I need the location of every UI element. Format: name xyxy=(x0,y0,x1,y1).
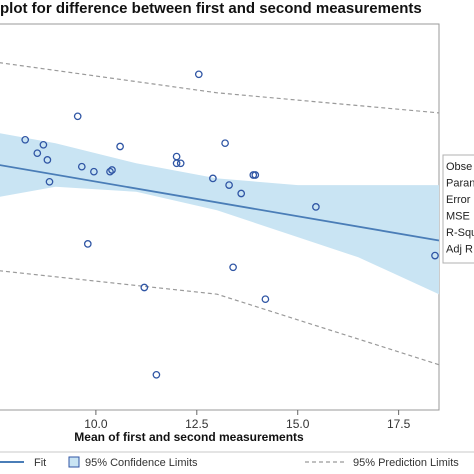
data-point xyxy=(116,142,124,151)
stats-label: Error xyxy=(446,194,471,206)
stats-label: Adj R xyxy=(446,244,473,256)
data-point xyxy=(251,171,260,179)
data-point xyxy=(152,370,161,379)
data-point xyxy=(172,159,181,168)
plot-area xyxy=(0,62,440,379)
data-point xyxy=(21,135,30,144)
data-point xyxy=(431,251,439,260)
x-tick-label: 17.5 xyxy=(387,417,411,431)
legend: Fit 95% Confidence Limits 95% Prediction L… xyxy=(0,456,459,469)
data-point xyxy=(73,112,82,121)
data-point xyxy=(225,181,233,189)
stats-box-frame xyxy=(442,154,474,264)
data-point xyxy=(194,70,203,79)
legend-confidence-label: 95% Confidence Limits xyxy=(85,457,198,469)
data-point xyxy=(39,140,48,149)
data-point xyxy=(106,167,114,176)
prediction-limit-upper xyxy=(0,62,440,114)
stats-label: Obse xyxy=(446,161,472,173)
x-tick-label: 15.0 xyxy=(286,417,310,431)
legend-confidence-swatch xyxy=(68,456,80,468)
x-tick-label: 10.0 xyxy=(84,417,108,431)
data-point xyxy=(229,263,237,272)
data-point xyxy=(221,139,229,148)
data-point xyxy=(43,156,52,164)
data-point xyxy=(140,283,149,292)
stats-label: R-Squ xyxy=(446,227,474,239)
fit-line xyxy=(0,164,440,242)
data-point xyxy=(209,174,217,183)
data-point xyxy=(45,177,54,186)
confidence-band xyxy=(0,133,439,295)
data-point xyxy=(176,159,185,168)
data-point xyxy=(312,203,320,211)
data-point xyxy=(90,167,98,176)
data-point xyxy=(237,189,246,198)
stats-label: MSE xyxy=(446,211,470,223)
data-point xyxy=(33,149,42,158)
legend-prediction-label: 95% Prediction Limits xyxy=(353,457,459,469)
data-point xyxy=(77,162,86,171)
prediction-limit-lower xyxy=(0,270,440,366)
data-point xyxy=(108,166,116,174)
x-axis: 10.0 12.5 15.0 17.5 xyxy=(84,410,411,431)
fit-statistics-box: Obse Paran Error MSE R-Squ Adj R xyxy=(442,154,474,264)
x-tick-label: 12.5 xyxy=(185,417,209,431)
chart-title: plot for difference between first and se… xyxy=(0,0,422,17)
x-axis-title: Mean of first and second measurements xyxy=(74,430,304,444)
data-point xyxy=(83,240,92,248)
stats-label: Paran xyxy=(446,178,474,190)
data-point xyxy=(261,295,270,304)
legend-fit-label: Fit xyxy=(34,457,46,469)
